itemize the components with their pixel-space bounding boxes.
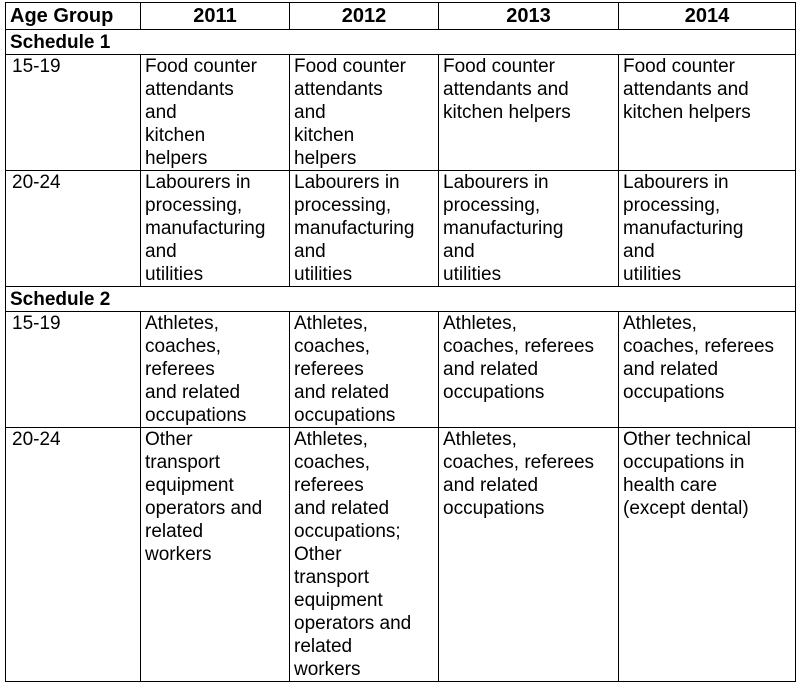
section-title: Schedule 2 <box>5 286 796 312</box>
occupation-cell: Athletes, coaches, referees and related … <box>289 311 439 428</box>
occupation-cell: Athletes, coaches, referees and related … <box>438 427 619 682</box>
section-row-schedule-2: Schedule 2 <box>5 286 796 312</box>
occupation-cell: Labourers in processing, manufacturing a… <box>289 170 439 287</box>
occupation-cell: Food counter attendants and kitchen help… <box>438 54 619 171</box>
header-age-group: Age Group <box>5 2 141 30</box>
age-cell: 20-24 <box>5 427 141 682</box>
occupation-table: Age Group 2011 2012 2013 2014 Schedule 1… <box>5 2 796 682</box>
occupation-cell: Athletes, coaches, referees and related … <box>618 311 796 428</box>
header-year-2012: 2012 <box>289 2 439 30</box>
header-year-2014: 2014 <box>618 2 796 30</box>
section-row-schedule-1: Schedule 1 <box>5 29 796 55</box>
table-row: 20-24 Other transport equipment operator… <box>5 427 796 682</box>
occupation-cell: Athletes, coaches, referees and related … <box>438 311 619 428</box>
occupation-cell: Athletes, coaches, referees and related … <box>140 311 290 428</box>
occupation-cell: Other technical occupations in health ca… <box>618 427 796 682</box>
table-row: 15-19 Athletes, coaches, referees and re… <box>5 311 796 428</box>
header-year-2013: 2013 <box>438 2 619 30</box>
age-cell: 20-24 <box>5 170 141 287</box>
occupation-cell: Labourers in processing, manufacturing a… <box>438 170 619 287</box>
table-row: 15-19 Food counter attendants and kitche… <box>5 54 796 171</box>
occupation-cell: Food counter attendants and kitchen help… <box>289 54 439 171</box>
occupation-cell: Labourers in processing, manufacturing a… <box>618 170 796 287</box>
occupation-cell: Food counter attendants and kitchen help… <box>618 54 796 171</box>
table-row: 20-24 Labourers in processing, manufactu… <box>5 170 796 287</box>
occupation-cell: Food counter attendants and kitchen help… <box>140 54 290 171</box>
section-title: Schedule 1 <box>5 29 796 55</box>
occupation-cell: Athletes, coaches, referees and related … <box>289 427 439 682</box>
header-year-2011: 2011 <box>140 2 290 30</box>
occupation-cell: Other transport equipment operators and … <box>140 427 290 682</box>
header-row: Age Group 2011 2012 2013 2014 <box>5 2 796 30</box>
occupation-cell: Labourers in processing, manufacturing a… <box>140 170 290 287</box>
age-cell: 15-19 <box>5 311 141 428</box>
age-cell: 15-19 <box>5 54 141 171</box>
